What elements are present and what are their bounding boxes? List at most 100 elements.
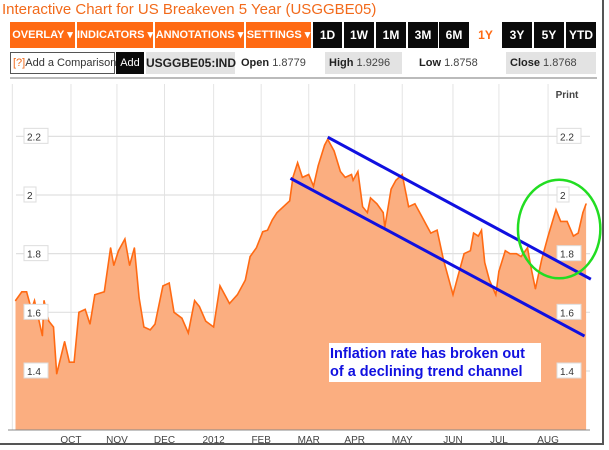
toolbar-divider [10, 77, 597, 79]
data-point [56, 373, 58, 375]
y-tick-label-box [556, 127, 582, 144]
data-point [566, 220, 568, 222]
data-point [73, 361, 75, 363]
x-tick-label: NOV [106, 435, 128, 446]
data-point [463, 253, 465, 255]
data-point [249, 255, 251, 258]
data-point [78, 311, 80, 313]
breakout-highlight-circle [516, 178, 602, 280]
print-link[interactable]: Print [556, 90, 579, 101]
data-point [414, 203, 416, 205]
data-point [572, 235, 575, 237]
open-stat: Open 1.8779 [241, 52, 306, 74]
y-tick-label-left: 2.2 [27, 132, 41, 143]
data-point [138, 297, 140, 299]
x-tick-label: MAY [392, 435, 413, 446]
y-tick-label-box [23, 245, 49, 262]
data-point [94, 294, 96, 296]
data-point [352, 179, 354, 181]
y-tick-label-right: 2.2 [560, 132, 574, 143]
close-value: 1.8768 [543, 57, 577, 69]
data-point [333, 150, 335, 152]
data-point [194, 299, 196, 302]
data-point [420, 214, 422, 217]
range-3m[interactable]: 3M [408, 22, 438, 48]
x-tick-label: DEC [154, 435, 175, 446]
data-point [308, 173, 310, 176]
data-point [547, 235, 549, 237]
y-tick-label-box [556, 362, 582, 379]
data-point [480, 229, 483, 231]
indicators-menu[interactable]: INDICATORS ▾ [77, 22, 153, 48]
range-3y[interactable]: 3Y [502, 22, 532, 48]
data-point [301, 176, 303, 179]
data-point [477, 235, 479, 237]
data-point [168, 282, 170, 284]
data-point [14, 299, 17, 302]
data-point [117, 250, 120, 252]
x-tick-label: APR [344, 435, 365, 446]
data-point [317, 165, 319, 167]
y-tick-label-box [556, 245, 582, 262]
data-point [472, 232, 475, 234]
y-tick-label-box [23, 127, 49, 144]
high-label: High [329, 57, 354, 69]
close-stat: Close 1.8768 [506, 52, 596, 74]
range-1w[interactable]: 1W [344, 22, 374, 48]
data-point [395, 179, 397, 181]
data-point [515, 253, 517, 255]
range-1d[interactable]: 1D [313, 22, 342, 48]
range-ytd[interactable]: YTD [566, 22, 596, 48]
range-1m[interactable]: 1M [376, 22, 406, 48]
annotations-menu[interactable]: ANNOTATIONS ▾ [155, 22, 244, 48]
range-1y-selected[interactable]: 1Y [478, 28, 493, 42]
data-point [369, 197, 372, 199]
data-point [362, 206, 364, 208]
y-tick-label-left: 1.4 [27, 367, 41, 378]
add-comparison-button[interactable]: Add [116, 52, 144, 74]
data-point [181, 317, 183, 319]
x-tick-label: JUL [490, 435, 508, 446]
data-point [271, 219, 273, 221]
data-point [350, 173, 353, 176]
y-tick-label-box [556, 303, 582, 320]
data-point [173, 311, 175, 313]
comparison-input[interactable]: [?]Add a Comparison [10, 52, 116, 74]
data-point [228, 302, 231, 305]
data-point [447, 276, 449, 278]
overlay-menu[interactable]: OVERLAY ▾ [10, 22, 75, 48]
data-point [357, 170, 359, 173]
data-point [390, 188, 392, 190]
y-tick-label-box [23, 186, 37, 203]
data-point [555, 209, 557, 211]
y-tick-label-box [23, 362, 49, 379]
open-value: 1.8779 [272, 57, 306, 69]
y-tick-label-box [556, 186, 570, 203]
settings-menu[interactable]: SETTINGS ▾ [246, 22, 311, 48]
data-point [407, 206, 410, 208]
help-link[interactable]: [?] [13, 57, 26, 69]
data-point [110, 247, 112, 249]
range-5y[interactable]: 5Y [534, 22, 564, 48]
high-stat: High 1.9296 [325, 52, 402, 74]
data-point [452, 294, 454, 296]
data-point [312, 185, 315, 187]
data-point [560, 220, 562, 222]
data-point [129, 264, 131, 266]
x-tick-label: MAR [298, 435, 320, 446]
range-6m[interactable]: 6M [439, 22, 469, 48]
data-point [366, 211, 368, 214]
data-point [289, 200, 291, 202]
data-point [276, 211, 278, 214]
data-point [187, 332, 189, 334]
data-point [382, 211, 384, 214]
data-point [48, 320, 50, 322]
symbol-label: USGGBE05:IND [146, 52, 236, 74]
data-point [282, 206, 284, 208]
data-point [457, 276, 459, 278]
open-label: Open [241, 57, 270, 69]
data-point [244, 279, 246, 281]
x-tick-label: FEB [251, 435, 271, 446]
y-tick-label-right: 1.6 [560, 308, 574, 319]
